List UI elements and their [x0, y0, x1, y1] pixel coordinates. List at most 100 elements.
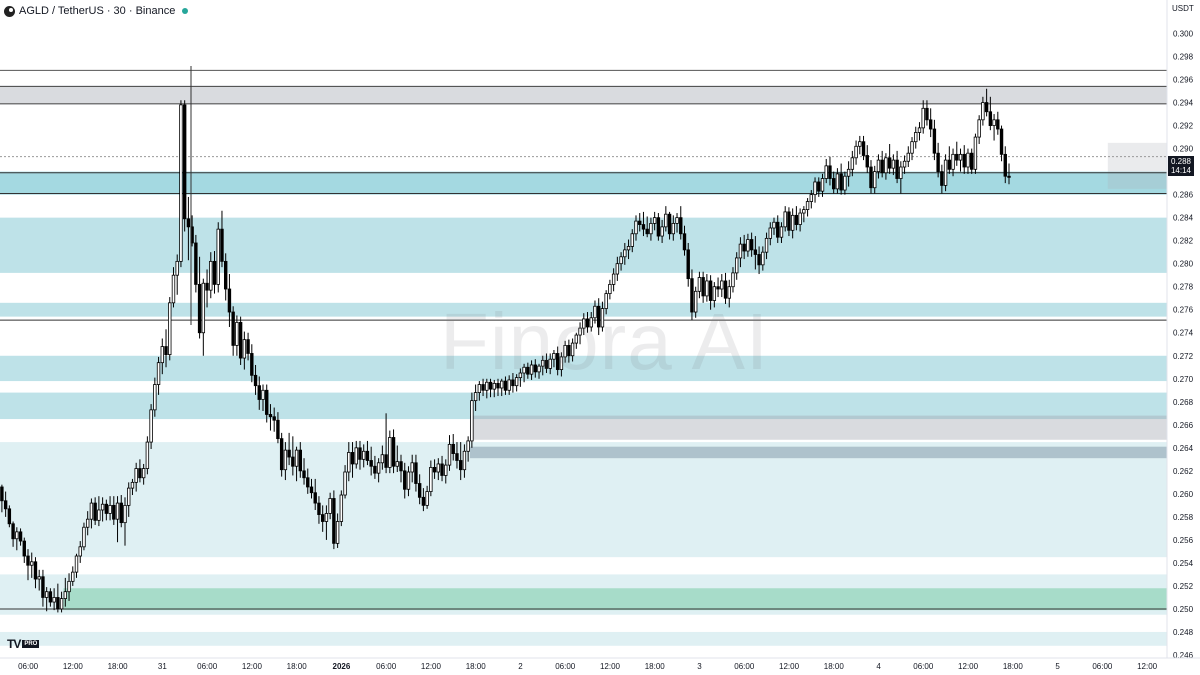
y-tick-label: 0.292 — [1173, 122, 1194, 131]
candle — [753, 236, 758, 270]
y-tick-label: 0.284 — [1173, 214, 1194, 223]
candle — [335, 513, 340, 548]
candle-body-bear — [503, 380, 508, 391]
candle-body-bull — [261, 389, 265, 400]
candle — [794, 206, 799, 231]
candle — [205, 269, 209, 308]
candle — [567, 339, 571, 363]
candle — [403, 462, 407, 499]
candle-body-bull — [78, 546, 82, 557]
y-tick-label: 0.278 — [1173, 283, 1194, 292]
price-unit-label[interactable]: USDT — [1172, 4, 1194, 13]
candle-body-bear — [414, 462, 418, 484]
candle — [324, 505, 329, 540]
candle — [354, 440, 358, 469]
candle-body-bull — [30, 561, 34, 566]
candle-body-bull — [626, 246, 631, 251]
candle — [242, 331, 247, 370]
y-tick-label: 0.264 — [1173, 444, 1194, 453]
candle-body-bear — [11, 523, 15, 540]
symbol-title[interactable]: AGLD / TetherUS · 30 · Binance — [19, 5, 176, 17]
candle-body-bear — [679, 217, 683, 235]
candle-body-bear — [1003, 153, 1007, 177]
x-tick-label: 06:00 — [18, 662, 39, 671]
candle — [716, 277, 720, 298]
candle — [593, 300, 597, 324]
candle-body-bull — [981, 102, 985, 121]
candle-body-bear — [701, 277, 705, 297]
x-tick-label: 18:00 — [108, 662, 129, 671]
candle — [175, 254, 179, 295]
candle — [473, 384, 478, 412]
x-tick-label: 5 — [1055, 662, 1060, 671]
candle — [100, 497, 105, 522]
candle-body-bull — [447, 443, 452, 466]
candle-body-bull — [153, 384, 157, 411]
candle-body-bull — [362, 450, 366, 460]
candle — [485, 378, 489, 399]
zone-teal — [0, 302, 1167, 317]
candle — [570, 338, 575, 362]
candle — [362, 444, 366, 468]
candle-body-bear — [26, 555, 30, 566]
zone-teal_dark — [0, 171, 1167, 195]
candle — [227, 274, 232, 327]
candle-body-bull — [802, 209, 806, 214]
candle-body-bear — [205, 282, 209, 291]
candle-body-bear — [757, 254, 761, 266]
zone-grey_light — [1107, 142, 1167, 189]
candle — [164, 329, 168, 368]
candle-body-bull — [727, 286, 731, 299]
candle — [425, 485, 429, 509]
candle-body-bear — [865, 155, 869, 168]
candle-body-bear — [313, 492, 317, 504]
candle — [615, 256, 620, 281]
candle-body-bull — [582, 318, 586, 329]
candle — [563, 340, 567, 363]
candle-body-bull — [473, 392, 478, 402]
candle-body-bull — [652, 217, 657, 224]
candle-body-bull — [764, 237, 769, 253]
candle-body-bull — [209, 260, 213, 291]
candle-body-bear — [268, 414, 273, 418]
candle — [41, 569, 45, 607]
candle — [0, 484, 4, 513]
candle — [876, 154, 881, 179]
candle-body-bull — [514, 377, 519, 387]
candle-body-bull — [425, 491, 429, 506]
candle — [813, 177, 817, 203]
candle — [63, 577, 68, 607]
candle-body-bull — [809, 194, 814, 202]
candle — [548, 353, 552, 375]
candle-body-bear — [723, 280, 728, 299]
candle-body-bull — [619, 256, 623, 265]
candle-body-bear — [984, 102, 989, 113]
candle — [141, 463, 146, 485]
candle — [74, 553, 79, 578]
candle-body-bull — [735, 257, 739, 274]
candle — [611, 268, 616, 292]
zone-teal_light — [0, 574, 1167, 615]
candle — [537, 363, 541, 379]
candle-body-bull — [156, 362, 161, 385]
candle-body-bull — [108, 504, 112, 514]
candle-body-bear — [925, 107, 929, 121]
candle-body-bull — [824, 165, 828, 179]
candle — [887, 143, 892, 174]
candle — [746, 233, 750, 257]
tradingview-logo[interactable]: TV PRO — [7, 637, 40, 651]
candle-body-bull — [354, 447, 358, 465]
candle — [966, 148, 970, 174]
candle — [201, 278, 206, 356]
price-axis — [1167, 0, 1200, 675]
candle-body-bear — [417, 483, 422, 498]
candle-body-bull — [578, 327, 582, 336]
candle — [899, 161, 903, 194]
candle — [18, 528, 23, 546]
candle — [514, 374, 519, 392]
candle-body-bull — [115, 502, 120, 520]
candle-body-bull — [242, 339, 247, 359]
zone-teal — [0, 392, 1167, 420]
